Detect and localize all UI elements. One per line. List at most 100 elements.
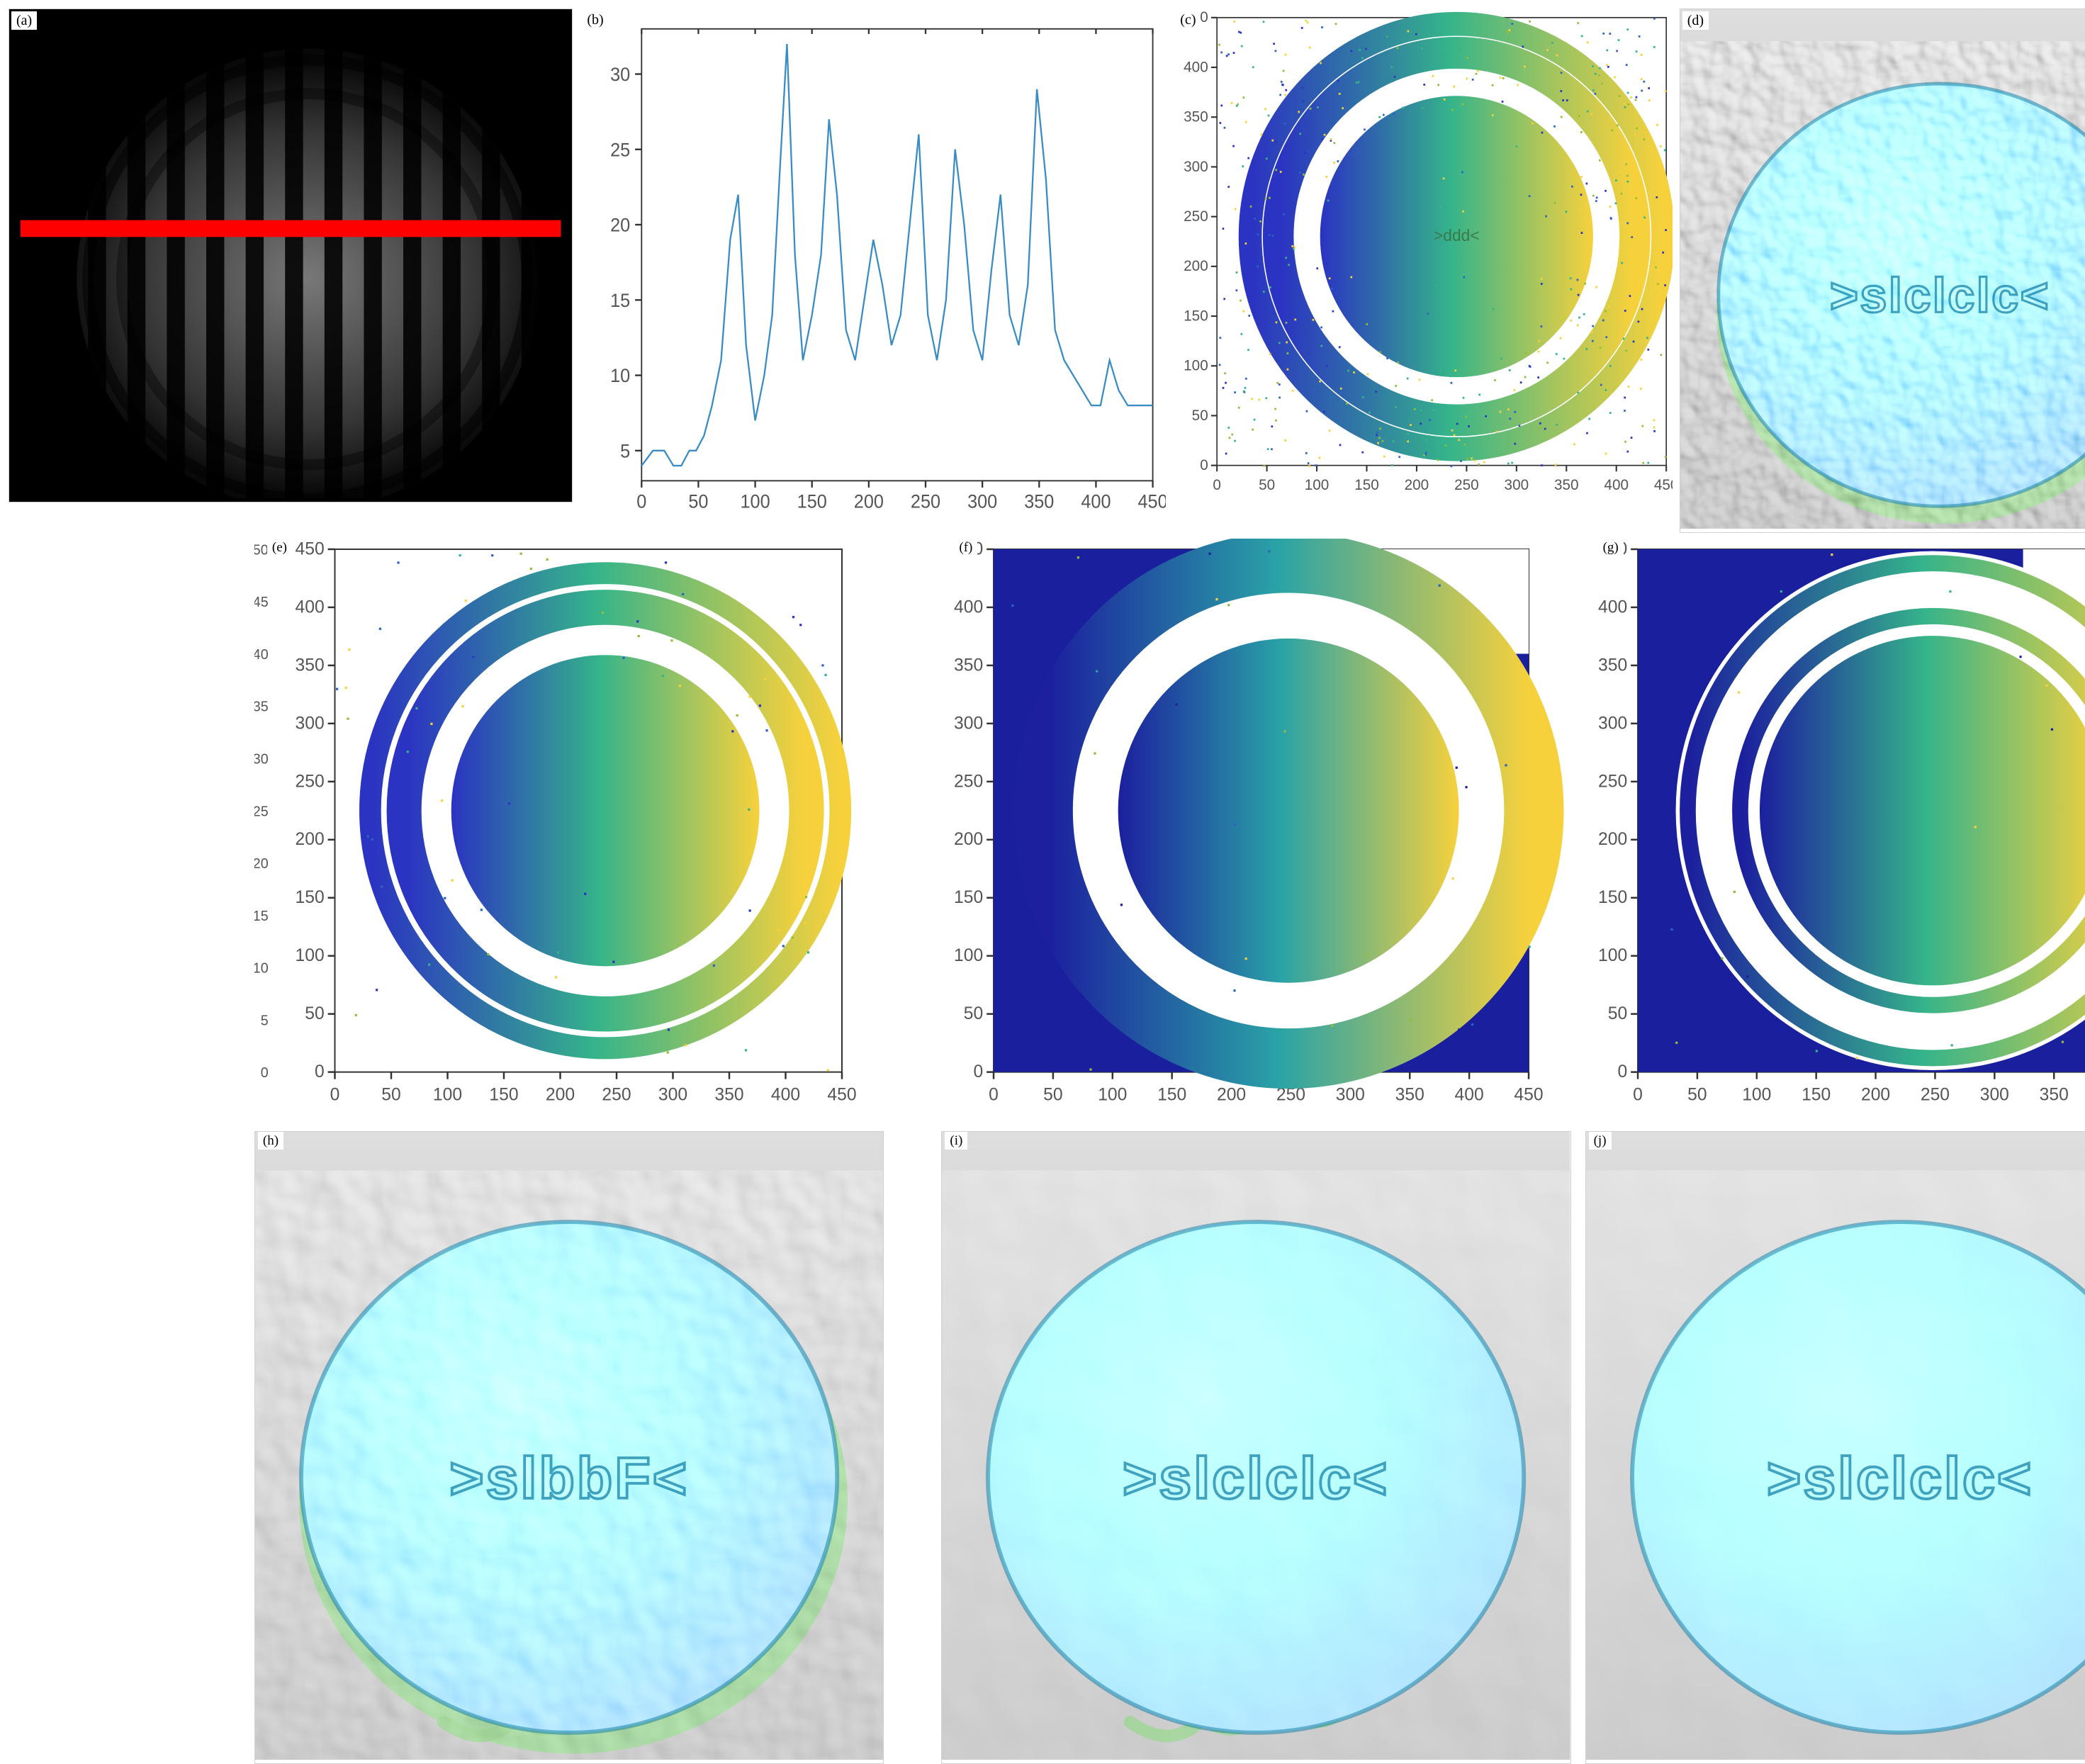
svg-text:25: 25: [610, 140, 630, 161]
svg-text:350: 350: [1184, 108, 1208, 125]
svg-text:450: 450: [1514, 1085, 1544, 1104]
row-2: (e) 050100150200250300350400450050100150…: [9, 539, 2085, 1125]
panel-a: (a): [9, 9, 573, 502]
panel-j: (j) >slclclc<: [1585, 1131, 2085, 1764]
svg-text:300: 300: [658, 1085, 687, 1104]
panel-label-a: (a): [11, 11, 37, 30]
svg-text:400: 400: [295, 597, 324, 617]
svg-text:>slclclc<: >slclclc<: [1767, 1444, 2033, 1510]
svg-text:150: 150: [954, 888, 983, 907]
svg-text:200: 200: [1217, 1085, 1246, 1104]
svg-text:350: 350: [2039, 1085, 2068, 1104]
svg-text:5: 5: [261, 1013, 269, 1028]
svg-text:200: 200: [854, 492, 884, 512]
svg-text:0: 0: [637, 492, 647, 512]
svg-text:300: 300: [1979, 1085, 2008, 1104]
svg-text:10: 10: [610, 366, 630, 387]
svg-text:>slclclc<: >slclclc<: [1830, 269, 2050, 323]
render-j: >slclclc<: [1586, 1132, 2085, 1760]
line-chart-b: 51015202530050100150200250300350400450: [580, 9, 1166, 518]
panel-label-e: (e): [267, 539, 292, 556]
svg-text:100: 100: [1184, 357, 1208, 373]
svg-text:350: 350: [1554, 477, 1579, 493]
svg-text:150: 150: [1157, 1085, 1186, 1104]
svg-text:150: 150: [489, 1085, 518, 1104]
svg-text:350: 350: [1025, 492, 1055, 512]
fringe-image: [9, 9, 572, 498]
svg-text:0: 0: [315, 1062, 325, 1082]
panel-i: (i) >slclclc<: [941, 1131, 1570, 1764]
svg-text:100: 100: [295, 946, 324, 965]
svg-text:400: 400: [1081, 492, 1111, 512]
svg-text:450: 450: [827, 1085, 856, 1104]
panel-label-d: (d): [1682, 11, 1709, 30]
panel-c: (c) 050100150200250300350400450050100150…: [1173, 9, 1672, 511]
svg-text:300: 300: [1505, 477, 1529, 493]
panel-b: (b) 510152025300501001502002503003504004…: [580, 9, 1166, 522]
heatmap-f: 0501001502002503003504004500501001502002…: [941, 539, 1570, 1121]
svg-text:200: 200: [295, 830, 324, 849]
svg-text:50: 50: [1607, 1004, 1626, 1023]
svg-text:0: 0: [1200, 457, 1208, 473]
svg-text:300: 300: [967, 492, 997, 512]
svg-text:50: 50: [254, 542, 269, 558]
svg-text:300: 300: [954, 714, 983, 733]
svg-text:100: 100: [1598, 946, 1627, 965]
svg-text:>slclclc<: >slclclc<: [1123, 1444, 1389, 1510]
svg-text:450: 450: [1654, 477, 1673, 493]
heatmap-e: 0501001502002503003504004500501001502002…: [254, 539, 884, 1121]
svg-text:30: 30: [254, 751, 269, 767]
svg-text:200: 200: [546, 1085, 575, 1104]
svg-text:50: 50: [964, 1004, 983, 1023]
panel-label-i: (i): [945, 1132, 967, 1150]
svg-text:0: 0: [989, 1085, 999, 1104]
svg-text:350: 350: [1395, 1085, 1424, 1104]
svg-text:50: 50: [1259, 477, 1275, 493]
svg-text:50: 50: [1044, 1085, 1063, 1104]
row-1: (a): [9, 9, 2085, 533]
svg-text:45: 45: [254, 595, 269, 610]
svg-text:350: 350: [714, 1085, 743, 1104]
svg-text:0: 0: [1617, 1062, 1627, 1082]
svg-text:100: 100: [741, 492, 770, 512]
render-d: >slclclc<: [1680, 9, 2085, 529]
svg-text:450: 450: [1138, 492, 1166, 512]
svg-text:400: 400: [1184, 59, 1208, 75]
svg-text:50: 50: [381, 1085, 400, 1104]
svg-text:200: 200: [1184, 258, 1208, 274]
svg-text:0: 0: [1213, 477, 1222, 493]
panel-g: (g) 050100150200250300350400450050100150…: [1585, 539, 2085, 1125]
panel-label-c: (c): [1175, 11, 1201, 29]
svg-text:150: 150: [1184, 308, 1208, 324]
panel-d: (d) >slclclc<: [1680, 9, 2085, 533]
svg-text:400: 400: [954, 597, 983, 617]
panel-label-j: (j): [1589, 1132, 1612, 1150]
svg-text:20: 20: [254, 856, 269, 872]
svg-text:150: 150: [1354, 477, 1379, 493]
svg-text:200: 200: [954, 830, 983, 849]
svg-text:300: 300: [1336, 1085, 1365, 1104]
panel-label-h: (h): [258, 1132, 283, 1150]
svg-text:100: 100: [1742, 1085, 1771, 1104]
svg-text:25: 25: [254, 804, 269, 819]
svg-text:250: 250: [1454, 477, 1479, 493]
svg-text:15: 15: [610, 291, 630, 311]
svg-text:50: 50: [1687, 1085, 1707, 1104]
svg-text:250: 250: [954, 772, 983, 791]
svg-text:10: 10: [254, 961, 269, 977]
svg-text:0: 0: [261, 1065, 269, 1081]
svg-text:40: 40: [254, 647, 269, 663]
svg-text:400: 400: [1598, 597, 1627, 617]
svg-text:250: 250: [1184, 208, 1208, 225]
svg-text:400: 400: [771, 1085, 800, 1104]
svg-text:200: 200: [1405, 477, 1429, 493]
svg-text:35: 35: [254, 700, 269, 715]
svg-text:450: 450: [295, 539, 324, 558]
render-i: >slclclc<: [942, 1132, 1570, 1760]
panel-f: (f) 050100150200250300350400450050100150…: [941, 539, 1570, 1125]
svg-text:250: 250: [1920, 1085, 1949, 1104]
svg-text:350: 350: [954, 656, 983, 675]
svg-text:200: 200: [1598, 830, 1627, 849]
svg-text:>slbbF<: >slbbF<: [449, 1444, 689, 1510]
svg-text:150: 150: [1802, 1085, 1831, 1104]
